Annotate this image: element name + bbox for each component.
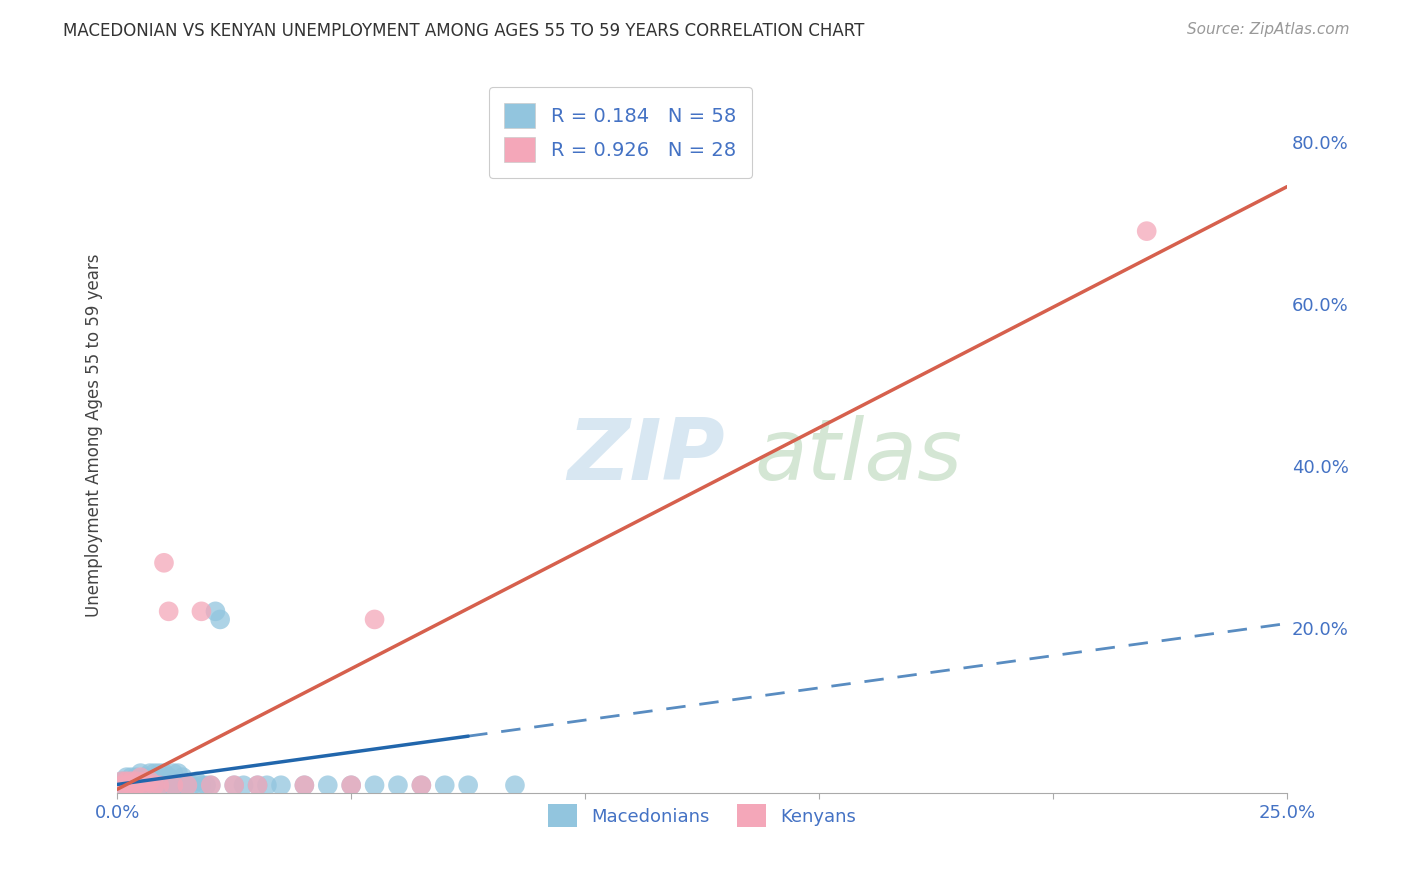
Point bbox=[292, 778, 315, 792]
Point bbox=[115, 770, 138, 784]
Point bbox=[129, 778, 152, 792]
Point bbox=[232, 778, 254, 792]
Point bbox=[256, 778, 278, 792]
Point bbox=[134, 778, 156, 792]
Point bbox=[246, 778, 269, 792]
Point bbox=[190, 778, 212, 792]
Point bbox=[176, 778, 198, 792]
Point bbox=[139, 778, 162, 792]
Point bbox=[148, 774, 170, 789]
Point bbox=[139, 774, 162, 789]
Point bbox=[111, 774, 134, 789]
Point bbox=[316, 778, 339, 792]
Point bbox=[162, 778, 184, 792]
Point bbox=[340, 778, 363, 792]
Point bbox=[162, 778, 184, 792]
Point bbox=[363, 778, 385, 792]
Point bbox=[167, 766, 190, 780]
Point bbox=[1136, 224, 1159, 238]
Point bbox=[139, 774, 162, 789]
Point bbox=[139, 766, 162, 780]
Point bbox=[195, 778, 218, 792]
Point bbox=[120, 778, 142, 792]
Point bbox=[148, 778, 170, 792]
Point bbox=[111, 774, 134, 789]
Point bbox=[200, 778, 222, 792]
Point bbox=[120, 770, 142, 784]
Point bbox=[125, 774, 148, 789]
Point bbox=[143, 778, 166, 792]
Point bbox=[143, 766, 166, 780]
Point bbox=[209, 612, 232, 626]
Point bbox=[111, 778, 134, 792]
Point bbox=[153, 778, 176, 792]
Point bbox=[157, 770, 180, 784]
Point bbox=[224, 778, 246, 792]
Point bbox=[190, 604, 212, 618]
Point bbox=[120, 774, 142, 789]
Text: ZIP: ZIP bbox=[568, 416, 725, 499]
Point bbox=[270, 778, 292, 792]
Point bbox=[363, 612, 385, 626]
Point bbox=[153, 556, 176, 570]
Point bbox=[115, 774, 138, 789]
Point bbox=[143, 774, 166, 789]
Point bbox=[181, 778, 204, 792]
Point bbox=[134, 774, 156, 789]
Point bbox=[204, 604, 226, 618]
Point bbox=[125, 778, 148, 792]
Point bbox=[111, 778, 134, 792]
Point bbox=[134, 778, 156, 792]
Point bbox=[340, 778, 363, 792]
Point bbox=[411, 778, 433, 792]
Point bbox=[125, 778, 148, 792]
Point bbox=[125, 770, 148, 784]
Y-axis label: Unemployment Among Ages 55 to 59 years: Unemployment Among Ages 55 to 59 years bbox=[86, 253, 103, 617]
Point bbox=[157, 604, 180, 618]
Point bbox=[120, 778, 142, 792]
Point bbox=[387, 778, 409, 792]
Point bbox=[411, 778, 433, 792]
Point bbox=[162, 766, 184, 780]
Point bbox=[143, 778, 166, 792]
Point bbox=[115, 778, 138, 792]
Point bbox=[129, 778, 152, 792]
Point bbox=[148, 766, 170, 780]
Point bbox=[457, 778, 479, 792]
Point bbox=[186, 774, 208, 789]
Text: atlas: atlas bbox=[755, 416, 963, 499]
Legend: Macedonians, Kenyans: Macedonians, Kenyans bbox=[541, 797, 863, 834]
Point bbox=[433, 778, 456, 792]
Point bbox=[129, 774, 152, 789]
Point bbox=[148, 778, 170, 792]
Point bbox=[125, 774, 148, 789]
Point bbox=[153, 774, 176, 789]
Point bbox=[157, 778, 180, 792]
Point bbox=[246, 778, 269, 792]
Point bbox=[153, 766, 176, 780]
Point bbox=[167, 778, 190, 792]
Point bbox=[134, 770, 156, 784]
Point bbox=[115, 778, 138, 792]
Point bbox=[292, 778, 315, 792]
Text: Source: ZipAtlas.com: Source: ZipAtlas.com bbox=[1187, 22, 1350, 37]
Point bbox=[134, 774, 156, 789]
Point bbox=[120, 774, 142, 789]
Point bbox=[224, 778, 246, 792]
Point bbox=[129, 770, 152, 784]
Point bbox=[172, 778, 194, 792]
Point bbox=[172, 770, 194, 784]
Point bbox=[503, 778, 526, 792]
Point bbox=[176, 778, 198, 792]
Point bbox=[129, 766, 152, 780]
Point bbox=[200, 778, 222, 792]
Text: MACEDONIAN VS KENYAN UNEMPLOYMENT AMONG AGES 55 TO 59 YEARS CORRELATION CHART: MACEDONIAN VS KENYAN UNEMPLOYMENT AMONG … bbox=[63, 22, 865, 40]
